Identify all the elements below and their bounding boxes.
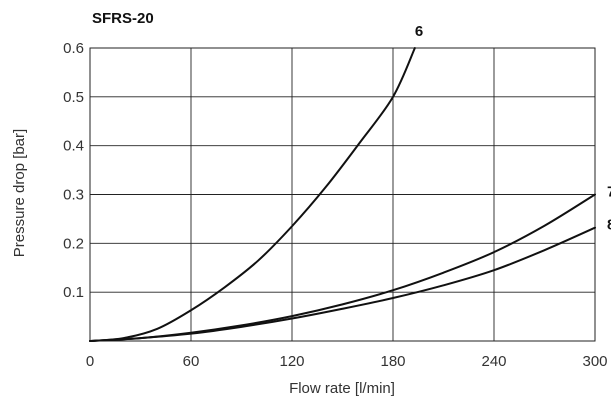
x-tick-label: 180: [380, 353, 405, 370]
y-tick-label: 0.5: [63, 89, 84, 106]
y-tick-label: 0.1: [63, 284, 84, 301]
x-axis-label: Flow rate [l/min]: [289, 380, 395, 397]
series-label-8: 8: [607, 217, 611, 234]
series-labels: 6 7 8: [415, 23, 611, 234]
series-label-6: 6: [415, 23, 423, 40]
series-curves: [89, 47, 596, 342]
y-tick-labels: 0.1 0.2 0.3 0.4 0.5 0.6: [63, 40, 84, 301]
series-label-7: 7: [607, 184, 611, 201]
x-tick-labels: 0 60 120 180 240 300: [86, 353, 608, 370]
grid: [90, 47, 595, 341]
x-tick-label: 0: [86, 353, 94, 370]
y-tick-label: 0.4: [63, 138, 84, 155]
series-line-7: [89, 193, 596, 342]
x-tick-label: 300: [582, 353, 607, 370]
x-tick-label: 60: [183, 353, 200, 370]
y-tick-label: 0.3: [63, 187, 84, 204]
y-axis-label: Pressure drop [bar]: [11, 129, 28, 257]
series-line-6: [89, 47, 416, 342]
x-tick-label: 120: [279, 353, 304, 370]
series-line-8: [89, 226, 596, 342]
chart-title: SFRS-20: [92, 10, 154, 27]
x-tick-label: 240: [481, 353, 506, 370]
y-tick-label: 0.6: [63, 40, 84, 57]
y-tick-label: 0.2: [63, 235, 84, 252]
